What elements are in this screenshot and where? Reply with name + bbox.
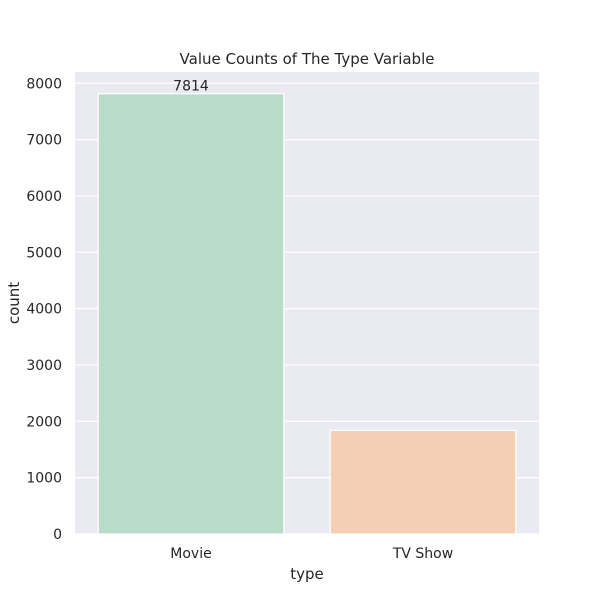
x-tick-label: TV Show bbox=[392, 546, 453, 562]
y-tick-label: 5000 bbox=[26, 245, 62, 261]
y-tick-label: 7000 bbox=[26, 133, 62, 149]
data-label: 7814 bbox=[173, 79, 209, 95]
data-labels: 7814 bbox=[173, 79, 209, 95]
y-tick-label: 3000 bbox=[26, 358, 62, 374]
y-axis-ticks: 0 1000 2000 3000 4000 5000 6000 7000 8000 bbox=[26, 76, 62, 543]
y-tick-label: 1000 bbox=[26, 471, 62, 487]
y-axis-label: count bbox=[5, 282, 23, 324]
bar-tv-show bbox=[329, 429, 517, 535]
chart-title: Value Counts of The Type Variable bbox=[180, 50, 435, 68]
y-tick-label: 0 bbox=[53, 527, 62, 543]
y-tick-label: 2000 bbox=[26, 414, 62, 430]
bars bbox=[97, 93, 517, 535]
y-tick-label: 4000 bbox=[26, 302, 62, 318]
x-axis-ticks: Movie TV Show bbox=[170, 546, 453, 562]
x-tick-label: Movie bbox=[170, 546, 211, 562]
y-tick-label: 8000 bbox=[26, 76, 62, 92]
bar-movie bbox=[97, 93, 285, 535]
x-axis-label: type bbox=[290, 565, 324, 583]
y-tick-label: 6000 bbox=[26, 189, 62, 205]
